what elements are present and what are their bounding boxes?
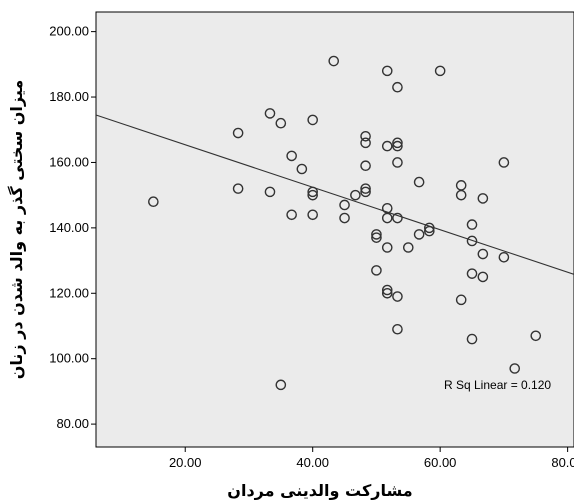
- data-point: [371, 232, 382, 243]
- x-tick-label: 60.00: [424, 455, 457, 470]
- data-point: [371, 265, 382, 276]
- x-tick-label: 40.00: [296, 455, 329, 470]
- data-point: [413, 229, 425, 240]
- x-axis-title: مشارکت والدینی مردان: [227, 481, 412, 500]
- data-point: [498, 157, 510, 168]
- r-squared-annotation: R Sq Linear = 0.120: [444, 378, 551, 392]
- data-point: [360, 137, 371, 149]
- data-point: [232, 127, 244, 139]
- data-point: [498, 252, 510, 263]
- data-point: [381, 284, 393, 296]
- data-point: [455, 189, 467, 201]
- data-point: [402, 242, 414, 253]
- data-point: [392, 291, 403, 302]
- data-point: [466, 235, 478, 247]
- data-point: [413, 176, 425, 188]
- y-tick-label: 120.00: [49, 285, 89, 300]
- y-tick-label: 200.00: [49, 24, 89, 39]
- data-point: [360, 130, 371, 142]
- data-point: [264, 186, 276, 198]
- data-point: [360, 160, 371, 172]
- data-point: [296, 163, 308, 175]
- data-point: [381, 242, 393, 253]
- y-tick-label: 180.00: [49, 89, 89, 104]
- data-point: [360, 183, 371, 194]
- data-point: [286, 209, 297, 221]
- data-point: [275, 117, 287, 129]
- data-point: [286, 150, 297, 162]
- data-point: [350, 189, 361, 201]
- data-point: [477, 193, 489, 204]
- data-point: [466, 219, 478, 230]
- data-point: [264, 108, 276, 119]
- data-point: [232, 183, 244, 194]
- data-point: [466, 333, 478, 345]
- data-point: [477, 271, 489, 283]
- data-point: [148, 196, 159, 207]
- data-point: [381, 140, 393, 152]
- fit-line: [95, 114, 574, 275]
- data-points: [148, 55, 542, 391]
- data-point: [307, 209, 318, 221]
- data-point: [381, 287, 393, 299]
- data-point: [434, 65, 446, 77]
- data-point: [339, 199, 350, 211]
- data-point: [509, 363, 521, 374]
- data-point: [339, 212, 350, 224]
- data-point: [328, 55, 340, 67]
- data-point: [307, 186, 318, 198]
- data-point: [392, 212, 403, 224]
- y-tick-label: 160.00: [49, 154, 89, 169]
- y-axis-title: میزان سختی گذر به والد شدن در زنان: [7, 80, 26, 380]
- data-point: [392, 137, 403, 149]
- data-point: [424, 225, 435, 237]
- data-point: [424, 222, 435, 234]
- y-tick-label: 80.00: [56, 416, 89, 431]
- data-point: [455, 294, 467, 306]
- data-point: [307, 189, 318, 201]
- x-tick-label: 80.00: [551, 455, 574, 470]
- data-point: [392, 157, 403, 168]
- fit-line-group: [95, 114, 574, 275]
- data-point: [360, 186, 371, 198]
- y-tick-label: 140.00: [49, 220, 89, 235]
- data-point: [477, 248, 489, 260]
- data-point: [392, 81, 403, 93]
- data-point: [381, 65, 393, 77]
- data-point: [371, 229, 382, 240]
- data-point: [530, 330, 542, 342]
- data-point: [275, 379, 287, 391]
- x-tick-label: 20.00: [169, 455, 202, 470]
- data-point: [392, 323, 403, 335]
- data-point: [307, 114, 318, 126]
- data-point: [392, 140, 403, 152]
- data-point: [381, 212, 393, 224]
- data-point: [466, 268, 478, 279]
- y-tick-label: 100.00: [49, 351, 89, 366]
- plot-area: [95, 11, 574, 448]
- y-axis: 80.00 100.00 120.00 140.00 160.00 180.00 200.0…: [49, 24, 96, 431]
- x-axis: 20.00 40.00 60.00 80.00: [169, 447, 574, 470]
